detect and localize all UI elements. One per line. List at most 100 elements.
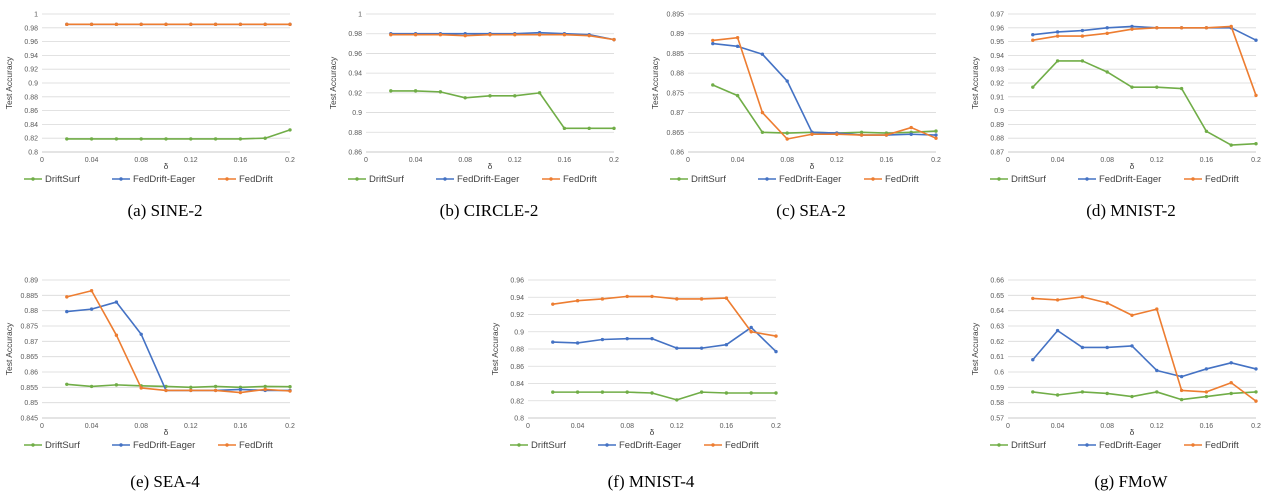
legend-label-feddrift: FedDrift: [239, 174, 273, 185]
data-point-driftsurf: [65, 382, 69, 386]
data-point-driftsurf: [89, 137, 94, 141]
y-tick-label: 0.9: [994, 108, 1004, 115]
series-line-feddrift: [552, 295, 777, 337]
y-axis-label: Test Accuracy: [4, 322, 14, 375]
data-point-driftsurf: [189, 385, 193, 390]
data-point-feddrift: [551, 302, 555, 306]
legend-marker-feddrift: [225, 177, 229, 181]
y-tick-label: 0.57: [990, 416, 1004, 423]
x-tick-label: 0.04: [1051, 157, 1065, 164]
data-point-feddrift: [575, 299, 580, 303]
data-point-feddrift: [1179, 26, 1184, 30]
x-tick-label: 0.08: [458, 157, 472, 164]
x-tick-label: 0.2: [771, 423, 781, 430]
x-tick-label: 0: [526, 423, 530, 430]
data-point-feddrift: [1105, 31, 1109, 36]
data-point-driftsurf: [1254, 142, 1258, 146]
data-point-feddrift: [909, 125, 913, 130]
data-point-driftsurf: [1204, 394, 1209, 399]
data-point-driftsurf: [774, 391, 778, 395]
data-point-feddrift: [164, 388, 168, 393]
legend-label-feddrift-eager: FedDrift-Eager: [1099, 440, 1161, 451]
data-point-driftsurf: [139, 137, 143, 141]
data-point-feddrift: [760, 110, 765, 115]
data-point-feddrift: [189, 388, 193, 393]
y-tick-label: 0.86: [24, 370, 38, 377]
data-point-feddrift: [1204, 26, 1209, 30]
caption-mnist-4: (f) MNIST-4: [607, 472, 695, 491]
caption-sea-4: (e) SEA-4: [130, 472, 200, 491]
data-point-driftsurf: [189, 137, 193, 141]
data-point-feddrift: [1130, 27, 1134, 31]
data-point-feddrift: [288, 389, 292, 393]
y-tick-label: 0.92: [348, 90, 362, 97]
y-tick-label: 1: [34, 12, 38, 19]
data-point-feddrift-eager: [1031, 358, 1035, 362]
x-tick-label: 0.12: [830, 157, 844, 164]
y-tick-label: 0.885: [666, 51, 684, 58]
data-point-driftsurf: [288, 128, 292, 132]
y-tick-label: 0.9: [514, 329, 524, 336]
data-point-feddrift: [413, 33, 418, 37]
data-point-feddrift-eager: [1130, 344, 1134, 348]
data-point-feddrift: [774, 334, 778, 338]
data-point-feddrift-eager: [711, 41, 715, 46]
data-point-feddrift: [835, 132, 839, 136]
y-tick-label: 0.64: [990, 308, 1004, 315]
y-tick-label: 0.6: [994, 370, 1004, 377]
data-point-driftsurf: [1105, 391, 1109, 396]
legend-label-feddrift-eager: FedDrift-Eager: [457, 174, 519, 185]
legend-marker-feddrift-eager: [1085, 443, 1089, 447]
data-point-feddrift-eager: [1080, 345, 1085, 350]
x-tick-label: 0.16: [880, 157, 894, 164]
x-tick-label: 0.12: [184, 423, 198, 430]
legend-marker-feddrift: [871, 177, 875, 181]
y-tick-label: 0.85: [24, 400, 38, 407]
data-point-feddrift-eager: [1254, 367, 1258, 371]
data-point-feddrift-eager: [699, 346, 704, 350]
legend-marker-feddrift-eager: [605, 443, 609, 447]
data-point-driftsurf: [537, 91, 542, 95]
x-tick-label: 0.04: [85, 157, 99, 164]
data-point-driftsurf: [587, 126, 591, 131]
data-point-driftsurf: [785, 131, 789, 135]
x-axis-label: δ: [1130, 161, 1135, 171]
x-tick-label: 0: [1006, 157, 1010, 164]
data-point-driftsurf: [164, 137, 168, 141]
data-point-driftsurf: [1179, 86, 1184, 91]
data-point-driftsurf: [612, 126, 616, 131]
y-tick-label: 0.97: [990, 12, 1004, 19]
data-point-feddrift: [1179, 388, 1184, 393]
data-point-feddrift: [785, 137, 789, 141]
data-point-feddrift-eager: [650, 336, 654, 341]
data-point-feddrift-eager: [774, 349, 778, 354]
data-point-driftsurf: [859, 130, 864, 134]
y-tick-label: 0.91: [990, 94, 1004, 101]
legend-label-feddrift: FedDrift: [239, 440, 273, 451]
data-point-feddrift-eager: [724, 342, 729, 347]
legend-label-driftsurf: DriftSurf: [691, 174, 726, 185]
data-point-feddrift: [724, 296, 729, 300]
series-line-feddrift-eager: [390, 31, 615, 41]
chart-panel-fmow: 0.57 0.58 0.59 0.6 0.61 0.62 0.63 0.64 0.65 0.66 0…: [966, 268, 1266, 468]
data-point-feddrift-eager: [1179, 374, 1184, 379]
series-line-feddrift-eager: [66, 301, 290, 392]
data-point-feddrift: [675, 297, 679, 301]
legend-label-driftsurf: DriftSurf: [531, 440, 566, 451]
x-axis-label: δ: [1130, 427, 1135, 437]
legend-label-feddrift-eager: FedDrift-Eager: [619, 440, 681, 451]
caption-mnist-2: (d) MNIST-2: [1086, 201, 1176, 220]
data-point-feddrift-eager: [749, 325, 753, 330]
data-point-driftsurf: [1155, 85, 1159, 89]
y-tick-label: 0.86: [24, 108, 38, 115]
x-tick-label: 0.12: [1150, 157, 1164, 164]
y-tick-label: 0.96: [510, 278, 524, 285]
data-point-feddrift: [1155, 307, 1159, 311]
data-point-feddrift: [438, 33, 443, 37]
series-line-feddrift: [66, 289, 291, 394]
chart-circle-2: 0.86 0.88 0.9 0.92 0.94 0.96 0.98 1 0 0.04 0.08 0.1…: [328, 12, 619, 186]
data-point-feddrift: [213, 22, 218, 27]
data-point-feddrift: [89, 22, 94, 27]
series-line-driftsurf: [712, 84, 937, 134]
data-point-feddrift: [238, 22, 243, 27]
